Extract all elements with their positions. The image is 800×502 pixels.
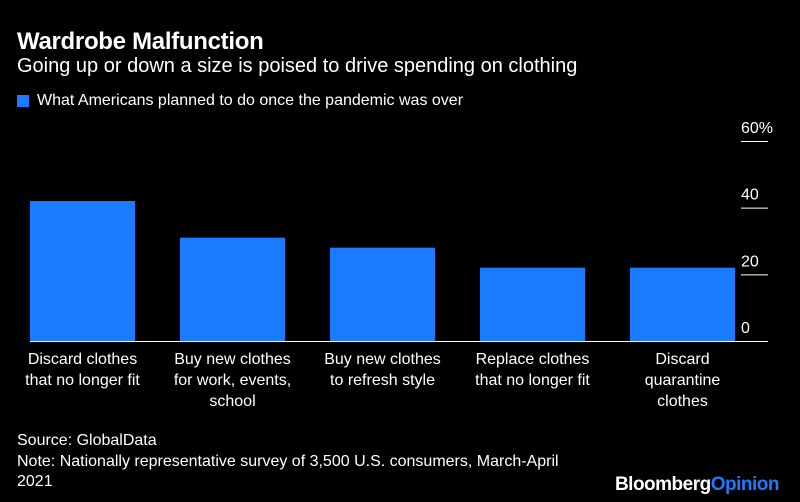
bar-0 (30, 201, 135, 341)
legend: What Americans planned to do once the pa… (17, 92, 463, 110)
survey-note: Note: Nationally representative survey o… (17, 453, 559, 490)
category-label-4: Discard quarantine clothes (645, 351, 721, 410)
category-label-1: Buy new clothes for work, events, school (174, 351, 291, 410)
chart-subtitle: Going up or down a size is poised to dri… (17, 55, 578, 77)
y-tick-label-0: 0 (741, 320, 750, 337)
bar-chart: 0 20 40 60% Discard clothes that no longer fi… (25, 120, 773, 410)
category-label-2: Buy new clothes to refresh style (324, 351, 441, 389)
y-tick-label-1: 20 (741, 253, 759, 270)
legend-swatch (17, 95, 29, 107)
bar-2 (330, 247, 435, 341)
category-label-3: Replace clothes that no longer fit (475, 351, 590, 389)
y-tick-label-2: 40 (741, 187, 759, 204)
bar-1 (180, 237, 285, 341)
bar-4 (630, 267, 735, 341)
bar-3 (480, 267, 585, 341)
bloomberg-opinion-logo: BloombergOpinion (614, 474, 780, 495)
category-label-0: Discard clothes that no longer fit (25, 351, 140, 389)
legend-label: What Americans planned to do once the pa… (37, 92, 464, 109)
y-tick-label-3: 60% (741, 120, 773, 137)
source-note: Source: GlobalData (17, 432, 157, 449)
chart-title: Wardrobe Malfunction (17, 28, 264, 55)
